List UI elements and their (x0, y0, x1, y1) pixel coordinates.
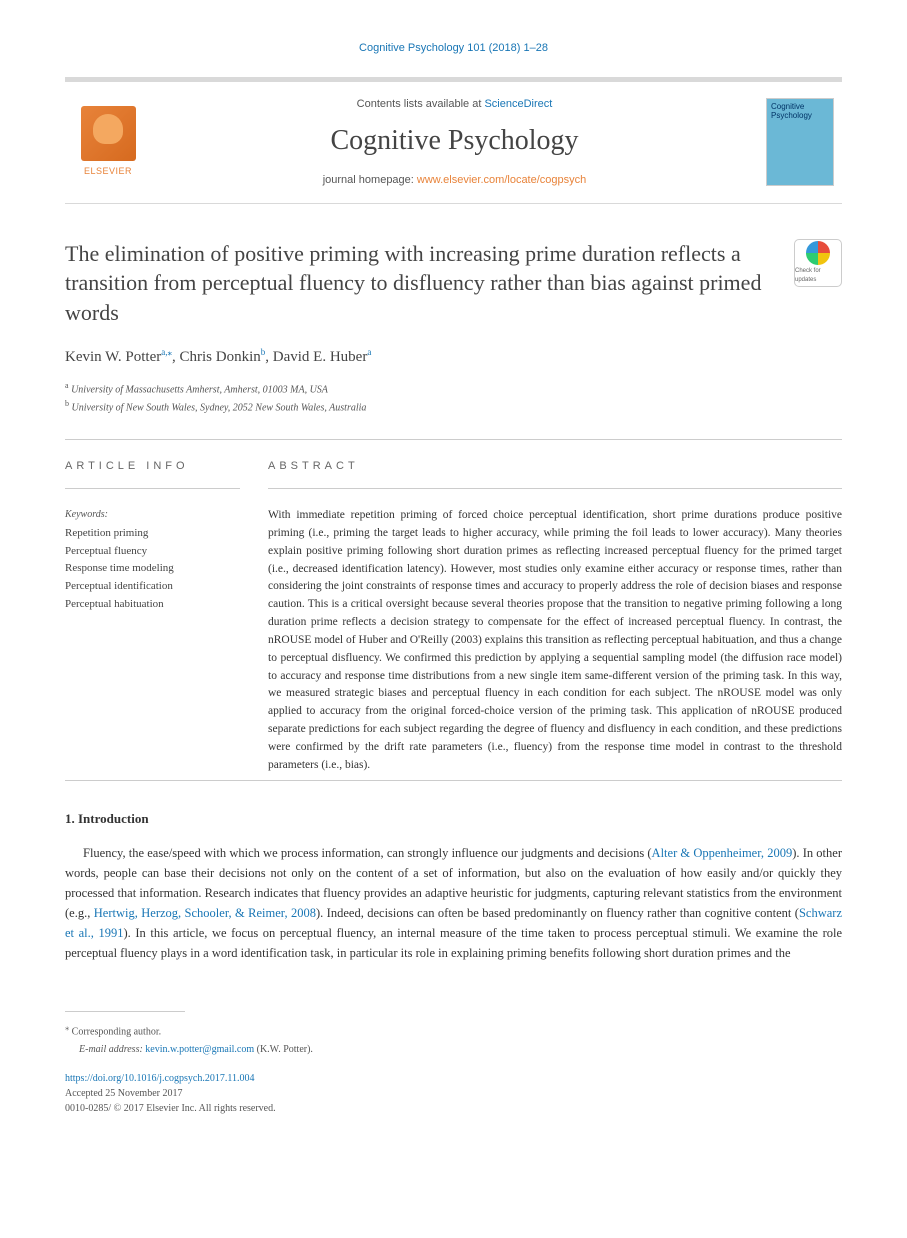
doi-line: https://doi.org/10.1016/j.cogpsych.2017.… (65, 1071, 842, 1086)
section-heading-introduction: 1. Introduction (65, 809, 842, 829)
accepted-date: Accepted 25 November 2017 (65, 1086, 842, 1101)
info-abstract-row: ARTICLE INFO Keywords: Repetition primin… (65, 458, 842, 775)
journal-name: Cognitive Psychology (143, 120, 766, 162)
citation-link[interactable]: Alter & Oppenheimer, 2009 (652, 846, 793, 860)
journal-citation: Cognitive Psychology 101 (2018) 1–28 (65, 40, 842, 57)
cover-thumb-title: Cognitive Psychology (771, 103, 829, 121)
abstract-column: ABSTRACT With immediate repetition primi… (268, 458, 842, 775)
email-attribution: (K.W. Potter). (254, 1044, 313, 1055)
affil-text: University of Massachusetts Amherst, Amh… (69, 384, 328, 395)
citation-link[interactable]: Hertwig, Herzog, Schooler, & Reimer, 200… (94, 906, 316, 920)
author-name: Chris Donkin (180, 349, 261, 365)
keyword-item: Repetition priming (65, 525, 240, 543)
affil-link[interactable]: a (367, 347, 371, 357)
author-sep: , (265, 349, 273, 365)
abstract-text: With immediate repetition priming of for… (268, 507, 842, 774)
journal-cover-thumb[interactable]: Cognitive Psychology (766, 98, 834, 186)
article-info-column: ARTICLE INFO Keywords: Repetition primin… (65, 458, 240, 775)
header-banner: ELSEVIER Contents lists available at Sci… (65, 77, 842, 204)
keyword-item: Perceptual habituation (65, 596, 240, 614)
article-info-heading: ARTICLE INFO (65, 458, 240, 475)
keywords-label: Keywords: (65, 507, 240, 522)
contents-available: Contents lists available at ScienceDirec… (143, 96, 766, 113)
keyword-item: Perceptual fluency (65, 543, 240, 561)
homepage-prefix: journal homepage: (323, 174, 417, 186)
affiliations: a University of Massachusetts Amherst, A… (65, 380, 842, 417)
crossmark-icon (806, 241, 830, 265)
affiliation-a: a University of Massachusetts Amherst, A… (65, 380, 842, 398)
contents-prefix: Contents lists available at (357, 98, 485, 110)
elsevier-tree-icon (81, 106, 136, 161)
footer-separator (65, 1011, 185, 1012)
publisher-logo[interactable]: ELSEVIER (73, 106, 143, 179)
intro-paragraph: Fluency, the ease/speed with which we pr… (65, 843, 842, 963)
email-label: E-mail address: (79, 1044, 145, 1055)
abstract-divider (268, 488, 842, 489)
doi-link[interactable]: https://doi.org/10.1016/j.cogpsych.2017.… (65, 1073, 254, 1084)
info-divider (65, 488, 240, 489)
homepage-link[interactable]: www.elsevier.com/locate/cogpsych (417, 174, 586, 186)
body-text-span: ). Indeed, decisions can often be based … (316, 906, 799, 920)
title-row: The elimination of positive priming with… (65, 239, 842, 328)
sciencedirect-link[interactable]: ScienceDirect (484, 98, 552, 110)
keywords-list: Repetition priming Perceptual fluency Re… (65, 525, 240, 613)
affil-text: University of New South Wales, Sydney, 2… (69, 403, 366, 414)
email-line: E-mail address: kevin.w.potter@gmail.com… (65, 1042, 842, 1057)
check-updates-badge[interactable]: Check for updates (794, 239, 842, 287)
corresponding-author: ⁎ Corresponding author. (65, 1022, 842, 1039)
article-title: The elimination of positive priming with… (65, 239, 779, 328)
banner-center: Contents lists available at ScienceDirec… (143, 96, 766, 189)
affiliation-b: b University of New South Wales, Sydney,… (65, 398, 842, 416)
body-text-span: ). In this article, we focus on perceptu… (65, 926, 842, 960)
keyword-item: Perceptual identification (65, 578, 240, 596)
author-name: David E. Huber (273, 349, 368, 365)
journal-homepage: journal homepage: www.elsevier.com/locat… (143, 172, 766, 189)
author-name: Kevin W. Potter (65, 349, 161, 365)
section-divider (65, 439, 842, 440)
copyright-line: 0010-0285/ © 2017 Elsevier Inc. All righ… (65, 1101, 842, 1116)
keyword-item: Response time modeling (65, 560, 240, 578)
email-link[interactable]: kevin.w.potter@gmail.com (145, 1044, 254, 1055)
abstract-heading: ABSTRACT (268, 458, 842, 475)
corresponding-text: Corresponding author. (69, 1026, 161, 1037)
section-divider (65, 780, 842, 781)
body-text-span: Fluency, the ease/speed with which we pr… (83, 846, 652, 860)
publisher-name: ELSEVIER (84, 165, 132, 179)
author-sep: , (172, 349, 180, 365)
author-list: Kevin W. Pottera,⁎, Chris Donkinb, David… (65, 346, 842, 369)
check-updates-label: Check for updates (795, 267, 841, 285)
